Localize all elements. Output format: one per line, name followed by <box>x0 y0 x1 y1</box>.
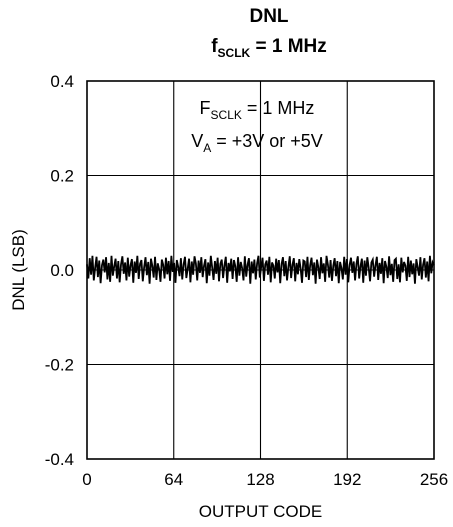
annotation-va: VA = +3V or +5V <box>191 131 323 155</box>
chart-subtitle: fSCLK = 1 MHz <box>211 36 327 60</box>
annotation-box: FSCLK = 1 MHz VA = +3V or +5V <box>191 98 323 155</box>
y-tick-label-1: -0.2 <box>45 356 74 375</box>
dnl-series <box>86 255 435 284</box>
y-axis-label: DNL (LSB) <box>9 229 28 311</box>
y-tick-label-2: 0.0 <box>50 261 74 280</box>
annotation-sclk: FSCLK = 1 MHz <box>200 98 315 122</box>
x-tick-label-3: 192 <box>333 470 361 489</box>
y-tick-label-3: 0.2 <box>50 167 74 186</box>
subtitle-sub: SCLK <box>218 46 251 60</box>
x-tick-label-4: 256 <box>420 470 448 489</box>
annotation-sclk-main: F <box>200 98 211 118</box>
plot-frame <box>86 80 435 460</box>
subtitle-rest: = 1 MHz <box>250 36 327 57</box>
y-tick-label-4: 0.4 <box>50 72 74 91</box>
subtitle-main: f <box>211 36 218 57</box>
x-tick-label-0: 0 <box>82 470 91 489</box>
y-tick-labels: -0.4 -0.2 0.0 0.2 0.4 <box>45 72 74 469</box>
series-line-0 <box>86 255 435 284</box>
chart-title: DNL <box>249 6 288 27</box>
annotation-sclk-sub: SCLK <box>211 108 242 122</box>
annotation-va-main: V <box>191 131 203 151</box>
chart-title-group: DNL fSCLK = 1 MHz <box>211 6 327 60</box>
x-tick-label-1: 64 <box>164 470 183 489</box>
x-tick-labels: 0 64 128 192 256 <box>82 470 448 489</box>
annotation-va-sub: A <box>203 141 211 155</box>
annotation-va-rest: = +3V or +5V <box>211 131 323 151</box>
x-tick-label-2: 128 <box>246 470 274 489</box>
grid-lines <box>87 81 434 459</box>
y-tick-label-0: -0.4 <box>45 450 74 469</box>
x-axis-label: OUTPUT CODE <box>199 502 322 521</box>
annotation-sclk-rest: = 1 MHz <box>242 98 315 118</box>
